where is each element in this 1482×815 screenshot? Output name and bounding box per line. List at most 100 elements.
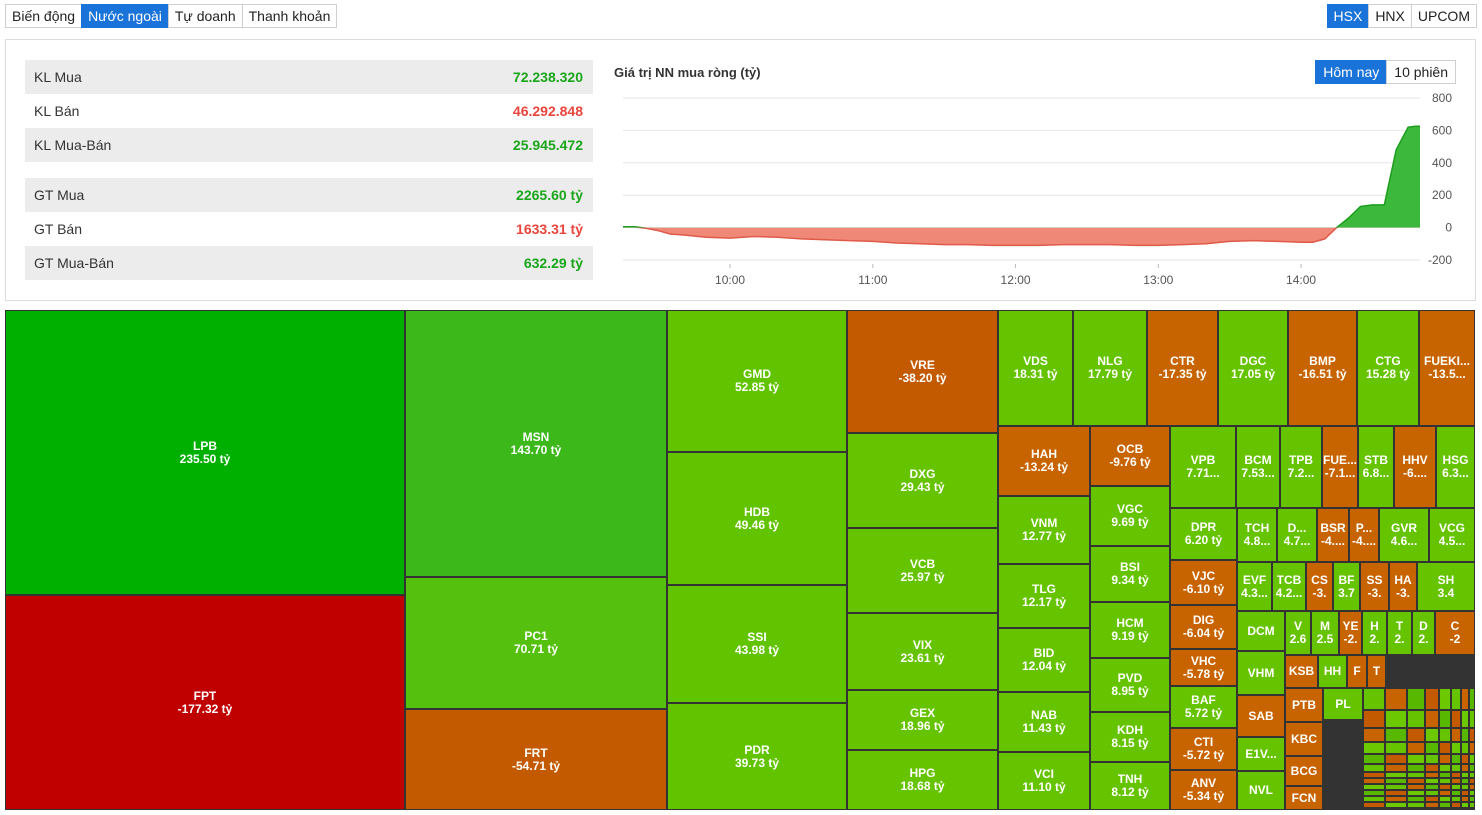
treemap-small-tile[interactable] (1425, 742, 1439, 754)
treemap-small-tile[interactable] (1425, 754, 1439, 764)
treemap-tile[interactable]: HPG 18.68 tỷ (847, 750, 998, 810)
treemap-small-tile[interactable] (1461, 772, 1469, 778)
treemap-tile[interactable]: VJC -6.10 tỷ (1170, 560, 1237, 605)
treemap-tile[interactable]: F (1347, 655, 1367, 688)
treemap-small-tile[interactable] (1425, 688, 1439, 710)
treemap-small-tile[interactable] (1425, 784, 1439, 790)
treemap-small-tile[interactable] (1385, 784, 1407, 790)
treemap-small-tile[interactable] (1469, 778, 1475, 784)
treemap-small-tile[interactable] (1461, 784, 1469, 790)
treemap-tile[interactable]: M 2.5 (1311, 611, 1339, 655)
treemap-tile[interactable]: NAB 11.43 tỷ (998, 692, 1090, 752)
treemap-small-tile[interactable] (1451, 764, 1461, 772)
treemap-small-tile[interactable] (1451, 790, 1461, 796)
treemap-tile[interactable]: NVL (1237, 771, 1285, 810)
treemap-small-tile[interactable] (1439, 802, 1451, 808)
treemap-small-tile[interactable] (1363, 784, 1385, 790)
treemap-small-tile[interactable] (1425, 728, 1439, 742)
treemap-tile[interactable]: P... -4.... (1349, 508, 1379, 562)
treemap-small-tile[interactable] (1461, 778, 1469, 784)
treemap-tile[interactable]: VDS 18.31 tỷ (998, 310, 1073, 426)
treemap-small-tile[interactable] (1407, 710, 1425, 728)
treemap-small-tile[interactable] (1407, 808, 1425, 810)
treemap-small-tile[interactable] (1469, 790, 1475, 796)
treemap-small-tile[interactable] (1425, 790, 1439, 796)
treemap-small-tile[interactable] (1451, 710, 1461, 728)
treemap-tile[interactable]: VCI 11.10 tỷ (998, 752, 1090, 810)
treemap-small-tile[interactable] (1439, 688, 1451, 710)
treemap-tile[interactable]: SH 3.4 (1417, 562, 1475, 611)
treemap-small-tile[interactable] (1469, 796, 1475, 802)
treemap-tile[interactable]: DXG 29.43 tỷ (847, 433, 998, 528)
treemap-small-tile[interactable] (1385, 754, 1407, 764)
tab-bien-dong[interactable]: Biến động (5, 4, 83, 28)
treemap-small-tile[interactable] (1385, 790, 1407, 796)
treemap-small-tile[interactable] (1461, 742, 1469, 754)
treemap-tile[interactable]: FCN (1285, 786, 1323, 810)
treemap-small-tile[interactable] (1451, 802, 1461, 808)
ten-sessions-button[interactable]: 10 phiên (1386, 60, 1456, 84)
treemap-tile[interactable]: HHV -6.... (1394, 426, 1436, 508)
treemap-small-tile[interactable] (1363, 688, 1385, 710)
treemap-small-tile[interactable] (1363, 790, 1385, 796)
treemap-small-tile[interactable] (1451, 784, 1461, 790)
treemap-tile[interactable]: VPB 7.71... (1170, 426, 1236, 508)
treemap-tile[interactable]: TNH 8.12 tỷ (1090, 762, 1170, 810)
tab-tu-doanh[interactable]: Tự doanh (167, 4, 243, 28)
treemap-small-tile[interactable] (1461, 728, 1469, 742)
treemap-tile[interactable]: TPB 7.2... (1280, 426, 1322, 508)
treemap-small-tile[interactable] (1469, 688, 1475, 710)
treemap-tile[interactable]: HCM 9.19 tỷ (1090, 602, 1170, 658)
treemap-small-tile[interactable] (1385, 728, 1407, 742)
treemap-small-tile[interactable] (1385, 808, 1407, 810)
treemap-small-tile[interactable] (1461, 688, 1469, 710)
treemap-tile[interactable]: KBC (1285, 722, 1323, 756)
exchange-hnx-button[interactable]: HNX (1368, 4, 1412, 28)
treemap-small-tile[interactable] (1363, 742, 1385, 754)
treemap-tile[interactable]: BSI 9.34 tỷ (1090, 546, 1170, 602)
treemap-small-tile[interactable] (1469, 710, 1475, 728)
treemap-small-tile[interactable] (1461, 790, 1469, 796)
treemap-small-tile[interactable] (1407, 772, 1425, 778)
treemap-small-tile[interactable] (1451, 808, 1461, 810)
treemap-small-tile[interactable] (1385, 710, 1407, 728)
treemap-small-tile[interactable] (1469, 728, 1475, 742)
treemap-small-tile[interactable] (1407, 728, 1425, 742)
treemap-small-tile[interactable] (1451, 742, 1461, 754)
treemap-tile[interactable]: KDH 8.15 tỷ (1090, 712, 1170, 762)
treemap-small-tile[interactable] (1461, 808, 1469, 810)
treemap-tile[interactable]: PC1 70.71 tỷ (405, 577, 667, 709)
treemap-tile[interactable]: DIG -6.04 tỷ (1170, 605, 1237, 649)
treemap-small-tile[interactable] (1425, 796, 1439, 802)
treemap-small-tile[interactable] (1407, 784, 1425, 790)
treemap-tile[interactable]: GVR 4.6... (1379, 508, 1429, 562)
treemap-tile[interactable]: GEX 18.96 tỷ (847, 690, 998, 750)
treemap-tile[interactable]: VHM (1237, 651, 1285, 695)
treemap-tile[interactable]: CTR -17.35 tỷ (1147, 310, 1218, 426)
treemap-small-tile[interactable] (1385, 796, 1407, 802)
treemap-tile[interactable]: TCH 4.8... (1237, 508, 1277, 562)
treemap-small-tile[interactable] (1363, 728, 1385, 742)
treemap-tile[interactable]: T 2. (1387, 611, 1412, 655)
treemap-small-tile[interactable] (1439, 710, 1451, 728)
treemap-tile[interactable]: CTI -5.72 tỷ (1170, 728, 1237, 770)
treemap-small-tile[interactable] (1451, 778, 1461, 784)
treemap-tile[interactable]: BF 3.7 (1333, 562, 1360, 611)
treemap-small-tile[interactable] (1407, 688, 1425, 710)
treemap-tile[interactable]: PVD 8.95 tỷ (1090, 658, 1170, 712)
treemap-small-tile[interactable] (1439, 784, 1451, 790)
treemap-tile[interactable]: VGC 9.69 tỷ (1090, 486, 1170, 546)
treemap-small-tile[interactable] (1425, 778, 1439, 784)
treemap-small-tile[interactable] (1425, 710, 1439, 728)
treemap-tile[interactable]: BCM 7.53... (1236, 426, 1280, 508)
treemap-tile[interactable]: BCG (1285, 756, 1323, 786)
treemap-tile[interactable]: OCB -9.76 tỷ (1090, 426, 1170, 486)
treemap-small-tile[interactable] (1461, 796, 1469, 802)
treemap-tile[interactable]: DPR 6.20 tỷ (1170, 508, 1237, 560)
treemap-tile[interactable]: VCB 25.97 tỷ (847, 528, 998, 613)
treemap-small-tile[interactable] (1461, 764, 1469, 772)
treemap-tile[interactable]: PDR 39.73 tỷ (667, 703, 847, 810)
treemap-small-tile[interactable] (1363, 710, 1385, 728)
tab-thanh-khoan[interactable]: Thanh khoản (241, 4, 338, 28)
tab-nuoc-ngoai[interactable]: Nước ngoài (81, 4, 169, 28)
